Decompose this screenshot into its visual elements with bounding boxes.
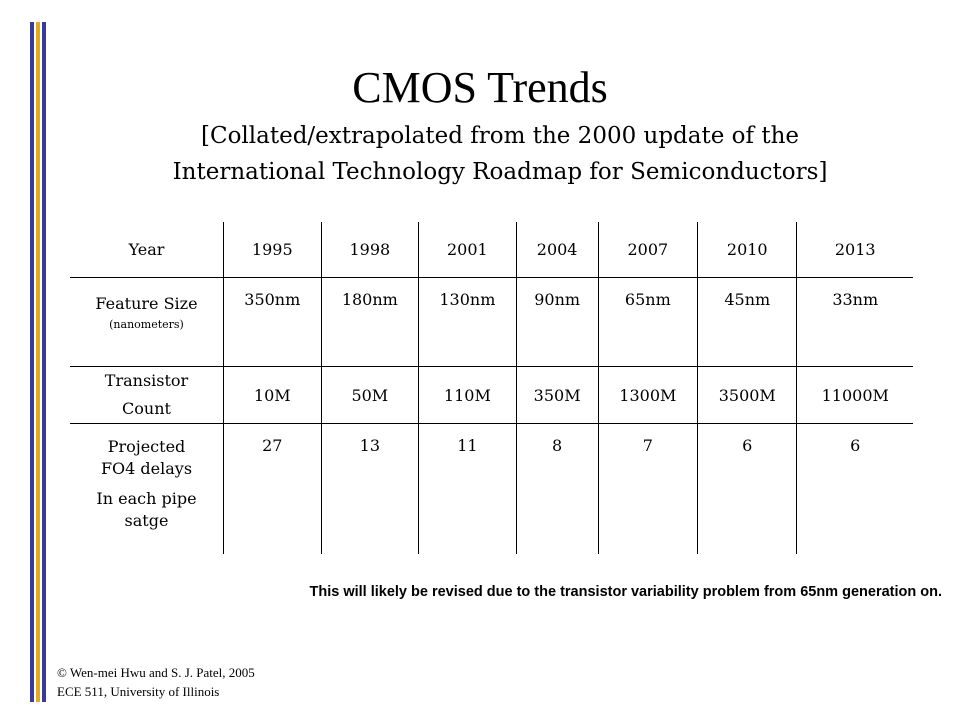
fo4-delay-cell: 7 [597, 423, 698, 554]
transistor-count-label-line2: Count [122, 399, 171, 418]
feature-size-cell: 350nm [223, 277, 322, 367]
transistor-count-cell: 10M [223, 366, 322, 424]
feature-size-cell: 45nm [697, 277, 797, 367]
slide-title: CMOS Trends [352, 63, 608, 112]
cmos-trends-table: Year 1995 1998 2001 2004 2007 2010 2013 … [70, 222, 913, 554]
revision-note: This will likely be revised due to the t… [309, 584, 942, 600]
transistor-count-cell: 350M [515, 366, 599, 424]
course-line: ECE 511, University of Illinois [57, 684, 220, 699]
year-cell: 2007 [597, 222, 698, 278]
transistor-count-cell: 110M [418, 366, 517, 424]
table-row-feature-size: Feature Size (nanometers) 350nm 180nm 13… [70, 277, 913, 367]
year-cell: 2004 [515, 222, 599, 278]
table-row-fo4-delays: Projected FO4 delays In each pipe satge … [70, 423, 913, 555]
year-cell: 1998 [320, 222, 419, 278]
subtitle-line-2: International Technology Roadmap for Sem… [172, 159, 828, 185]
left-accent-bar-gold [36, 22, 40, 702]
feature-size-cell: 65nm [597, 277, 698, 367]
transistor-count-cell: 50M [320, 366, 419, 424]
feature-size-cell: 90nm [515, 277, 599, 367]
fo4-delay-cell: 13 [320, 423, 419, 554]
year-cell: 2013 [796, 222, 913, 278]
feature-size-cell: 130nm [418, 277, 517, 367]
feature-size-title: Feature Size [95, 294, 198, 313]
subtitle-line-1: [Collated/extrapolated from the 2000 upd… [201, 123, 799, 149]
transistor-count-label-line1: Transistor [104, 371, 189, 390]
footer-credits: © Wen-mei Hwu and S. J. Patel, 2005 ECE … [57, 663, 255, 701]
feature-size-unit: (nanometers) [109, 318, 184, 331]
year-cell: 2001 [418, 222, 517, 278]
transistor-count-label: Transistor Count [70, 366, 224, 424]
table-header-row: Year 1995 1998 2001 2004 2007 2010 2013 [70, 222, 913, 278]
fo4-label-line3: In each pipe [96, 489, 197, 508]
copyright-line: © Wen-mei Hwu and S. J. Patel, 2005 [57, 665, 255, 680]
left-accent-bar-blue-inner [42, 22, 46, 702]
fo4-delay-cell: 27 [223, 423, 322, 554]
fo4-label-line4: satge [124, 511, 169, 530]
year-cell: 1995 [223, 222, 322, 278]
fo4-delay-cell: 6 [697, 423, 797, 554]
fo4-delay-cell: 6 [796, 423, 913, 554]
feature-size-label: Feature Size (nanometers) [70, 277, 224, 367]
feature-size-cell: 33nm [796, 277, 913, 367]
slide-subtitle: [Collated/extrapolated from the 2000 upd… [40, 118, 960, 190]
transistor-count-cell: 11000M [796, 366, 913, 424]
fo4-delays-label: Projected FO4 delays In each pipe satge [70, 424, 224, 555]
fo4-delay-cell: 8 [515, 423, 599, 554]
left-accent-bar-blue [30, 22, 34, 702]
transistor-count-cell: 1300M [597, 366, 698, 424]
fo4-label-line1: Projected [107, 437, 186, 456]
year-header: Year [70, 222, 224, 278]
table-row-transistor-count: Transistor Count 10M 50M 110M 350M 1300M… [70, 366, 913, 424]
year-cell: 2010 [697, 222, 797, 278]
fo4-delay-cell: 11 [418, 423, 517, 554]
transistor-count-cell: 3500M [697, 366, 797, 424]
feature-size-cell: 180nm [320, 277, 419, 367]
fo4-label-line2: FO4 delays [100, 459, 193, 478]
